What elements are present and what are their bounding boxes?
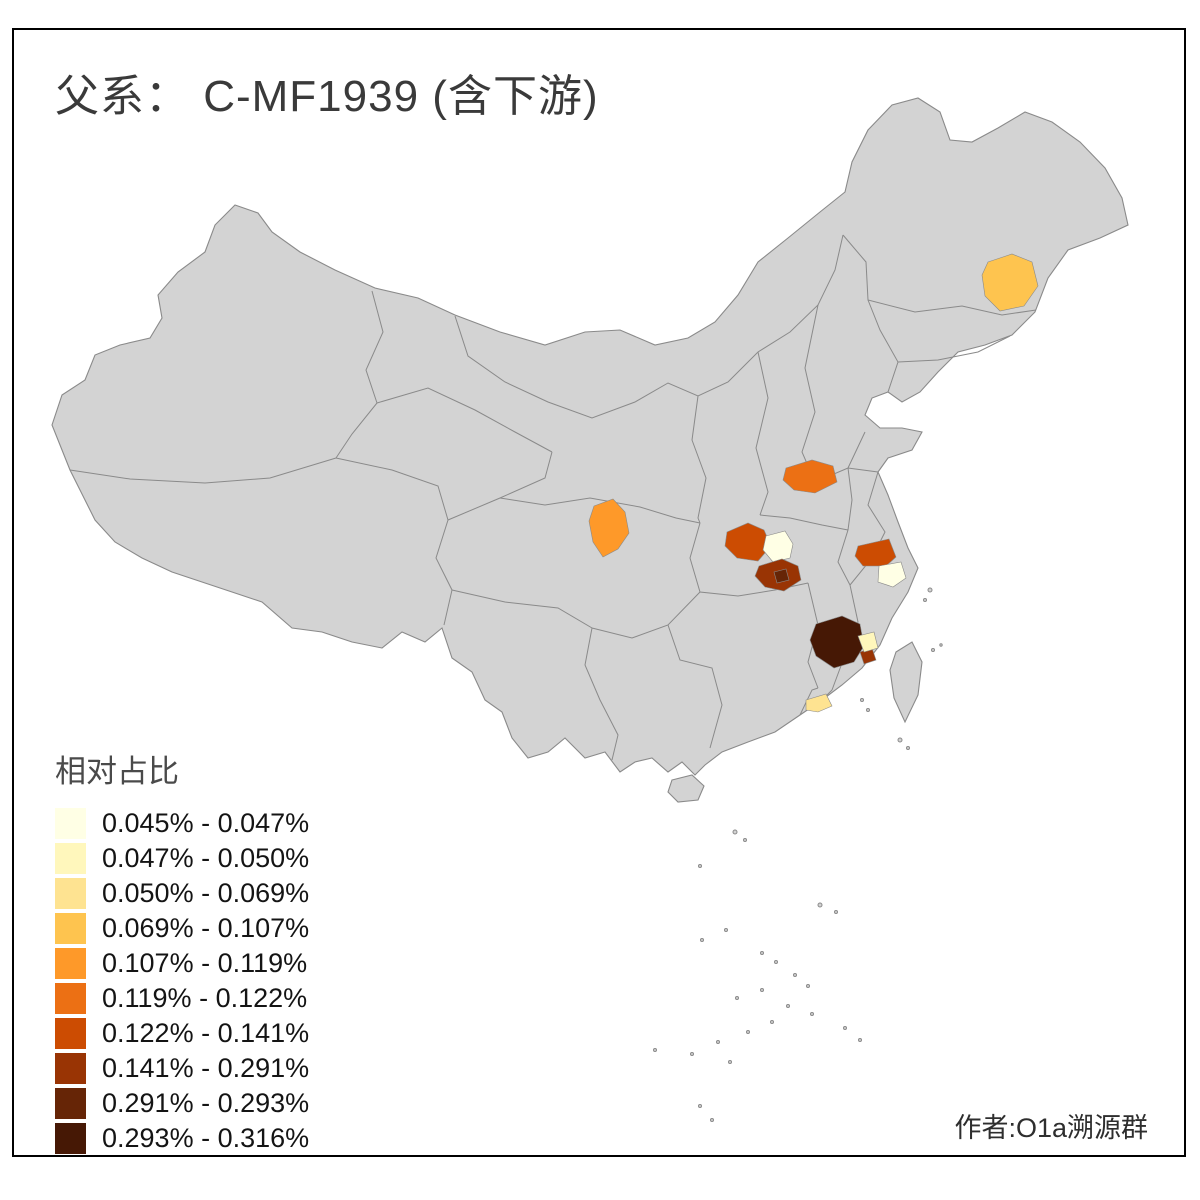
legend: 相对占比 0.045% - 0.047% 0.047% - 0.050% 0.0… [55,746,309,1156]
legend-label: 0.050% - 0.069% [102,878,310,908]
legend-label: 0.047% - 0.050% [102,843,310,873]
legend-label: 0.291% - 0.293% [102,1088,310,1118]
legend-label: 0.122% - 0.141% [102,1018,310,1048]
legend-item: 0.293% - 0.316% [55,1121,309,1156]
legend-swatch [55,913,86,944]
legend-swatch [55,983,86,1014]
legend-item: 0.050% - 0.069% [55,876,309,911]
map-region [809,615,865,669]
map-region [724,522,772,562]
legend-item: 0.069% - 0.107% [55,911,309,946]
map-region [782,459,838,494]
map-region [773,568,790,584]
legend-swatch [55,808,86,839]
map-region [588,498,630,558]
south-china-sea-islands [653,587,943,1122]
legend-item: 0.047% - 0.050% [55,841,309,876]
china-mainland-shape [51,97,1129,776]
map-region [981,253,1039,312]
page-title: 父系： C-MF1939 (含下游) [55,72,599,121]
legend-item: 0.122% - 0.141% [55,1016,309,1051]
legend-label: 0.107% - 0.119% [102,948,308,978]
legend-item: 0.119% - 0.122% [55,981,309,1016]
legend-item: 0.045% - 0.047% [55,806,309,841]
legend-swatch [55,948,86,979]
author-credit: 作者:O1a溯源群 [954,1113,1148,1143]
legend-label: 0.119% - 0.122% [102,983,308,1013]
legend-swatch [55,878,86,909]
legend-swatch [55,1018,86,1049]
province-borders [69,234,1037,761]
map-region [762,530,794,563]
legend-item: 0.291% - 0.293% [55,1086,309,1121]
legend-title: 相对占比 [55,754,179,789]
map-region [877,561,907,588]
legend-item: 0.141% - 0.291% [55,1051,309,1086]
map-region [805,693,833,713]
legend-label: 0.293% - 0.316% [102,1123,310,1153]
legend-swatch [55,1053,86,1084]
legend-label: 0.045% - 0.047% [102,808,310,838]
map-region [857,631,879,653]
taiwan-island [889,641,923,724]
legend-swatch [55,1088,86,1119]
legend-label: 0.069% - 0.107% [102,913,310,943]
legend-swatch [55,1123,86,1154]
legend-item: 0.107% - 0.119% [55,946,309,981]
legend-swatch [55,843,86,874]
hainan-island [667,774,705,803]
highlighted-regions [588,253,1039,713]
legend-label: 0.141% - 0.291% [102,1053,310,1083]
